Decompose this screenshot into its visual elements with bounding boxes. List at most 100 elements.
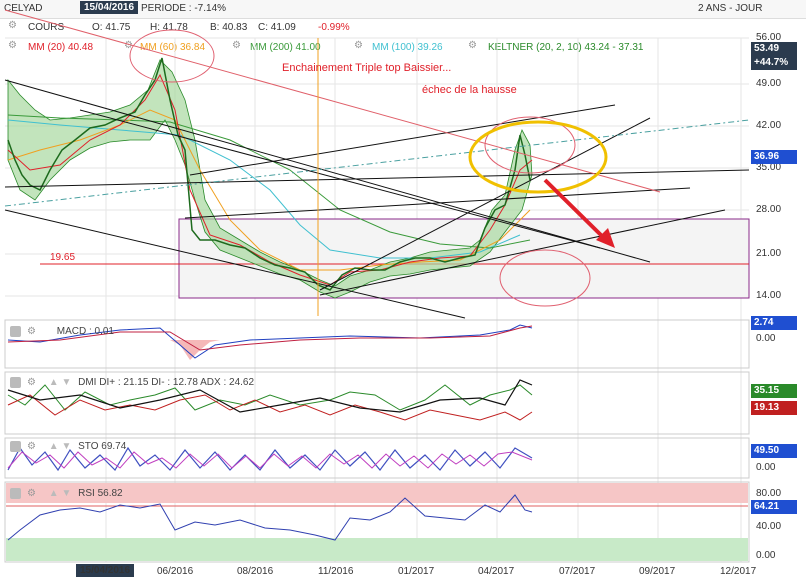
- gear-icon[interactable]: ⚙: [27, 441, 36, 453]
- yellow-ellipse: [468, 120, 608, 194]
- top-ellipse: [129, 29, 215, 83]
- y-tick: 49.00: [756, 78, 782, 89]
- up-arrow-icon[interactable]: ▲: [48, 377, 59, 389]
- current-price-tag: 36.96: [751, 150, 797, 164]
- y-tick: 21.00: [756, 248, 782, 259]
- close-value: C: 41.09: [258, 22, 296, 33]
- drag-handle-icon[interactable]: [10, 326, 21, 337]
- timeframe-label[interactable]: 2 ANS - JOUR: [698, 3, 763, 14]
- mm60-label: MM (60) 36.84: [140, 42, 206, 53]
- mm100-label: MM (100) 39.26: [372, 42, 443, 53]
- rsi-40-label: 40.00: [756, 521, 782, 532]
- y-tick: 42.00: [756, 120, 782, 131]
- dmi-plus-line: [7, 384, 533, 411]
- price-line: [7, 57, 531, 291]
- gear-icon[interactable]: ⚙: [27, 326, 36, 338]
- date-badge: 15/04/2016: [80, 1, 139, 14]
- low-value: B: 40.83: [210, 22, 248, 33]
- macd-zero-label: 0.00: [756, 333, 776, 344]
- x-tick: 12/2017: [720, 566, 757, 577]
- sto-signal: [7, 451, 533, 469]
- x-tick: 07/2017: [559, 566, 596, 577]
- gear-icon[interactable]: ⚙: [8, 40, 17, 51]
- macd-panel: [4, 319, 750, 369]
- sto-panel: [4, 437, 750, 479]
- change-value: -0.99%: [318, 22, 350, 33]
- mm200-label: MM (200) 41.00: [250, 42, 321, 53]
- dmi-minus-tag: 19.13: [751, 401, 797, 415]
- down-arrow-icon[interactable]: ▼: [61, 441, 72, 453]
- sto-tag: 49.50: [751, 444, 797, 458]
- x-tick: 09/2017: [639, 566, 676, 577]
- gear-icon[interactable]: ⚙: [232, 40, 241, 51]
- x-tick: 06/2016: [157, 566, 194, 577]
- gear-icon[interactable]: ⚙: [27, 488, 36, 500]
- resistance-line: [4, 9, 661, 193]
- chart-header: CELYAD 15/04/2016 PERIODE : -7.14% 2 ANS…: [0, 0, 806, 19]
- adx-line: [7, 379, 533, 413]
- y-tick: 28.00: [756, 204, 782, 215]
- dmi-minus-line: [7, 394, 533, 421]
- dmi-panel: [4, 371, 750, 435]
- gear-icon[interactable]: ⚙: [8, 20, 17, 31]
- gear-icon[interactable]: ⚙: [468, 40, 477, 51]
- rsi-panel: [4, 481, 750, 563]
- down-arrow-head: [596, 228, 615, 248]
- trend-lines: [4, 79, 750, 319]
- keltner-label: KELTNER (20, 2, 10) 43.24 - 37.31: [488, 42, 644, 53]
- dmi-plus-tag: 35.15: [751, 384, 797, 398]
- x-tick: 08/2016: [237, 566, 274, 577]
- dmi-header: ⚙ ▲ ▼ DMI DI+ : 21.15 DI- : 12.78 ADX : …: [10, 377, 254, 388]
- last-price-tag: 53.49: [751, 42, 797, 56]
- rsi-line: [7, 494, 533, 541]
- y-tick: 56.00: [756, 32, 782, 43]
- drag-handle-icon[interactable]: [10, 441, 21, 452]
- triple-top-annotation: Enchainement Triple top Baissier...: [282, 62, 452, 74]
- sto-line: [7, 446, 533, 472]
- x-tick: 01/2017: [398, 566, 435, 577]
- high-value: H: 41.78: [150, 22, 188, 33]
- rsi-header: ⚙ ▲ ▼ RSI 56.82: [10, 488, 123, 499]
- mm20-label: MM (20) 40.48: [28, 42, 94, 53]
- level-label: 19.65: [50, 252, 76, 263]
- sto-header: ⚙ ▲ ▼ STO 69.74: [10, 441, 126, 452]
- drag-handle-icon[interactable]: [10, 488, 21, 499]
- rsi-oversold-zone: [6, 538, 748, 561]
- bottom-ellipse: [499, 249, 591, 307]
- indicator-legend: ⚙ COURS O: 41.75 H: 41.78 B: 40.83 C: 41…: [0, 18, 806, 54]
- rsi-80-label: 80.00: [756, 488, 782, 499]
- down-arrow-icon[interactable]: ▼: [61, 488, 72, 500]
- channel-line: [4, 119, 750, 207]
- period-label: PERIODE : -7.14%: [141, 3, 227, 14]
- sto-zero-label: 0.00: [756, 462, 776, 473]
- gear-icon[interactable]: ⚙: [124, 40, 133, 51]
- macd-tag: 2.74: [751, 316, 797, 330]
- cours-label: COURS: [28, 22, 65, 33]
- rsi-tag: 64.21: [751, 500, 797, 514]
- y-tick: 35.00: [756, 162, 782, 173]
- up-arrow-icon[interactable]: ▲: [48, 441, 59, 453]
- x-tick-current: 15/04/2016: [76, 564, 135, 577]
- drag-handle-icon[interactable]: [10, 377, 21, 388]
- x-tick: 04/2017: [478, 566, 515, 577]
- down-arrow-icon[interactable]: ▼: [61, 377, 72, 389]
- gear-icon[interactable]: ⚙: [27, 377, 36, 389]
- x-tick: 11/2016: [318, 566, 354, 577]
- gear-icon[interactable]: ⚙: [354, 40, 363, 51]
- macd-signal: [7, 325, 533, 351]
- rsi-overbought-zone: [6, 483, 748, 503]
- y-tick: 14.00: [756, 290, 782, 301]
- macd-header: ⚙ MACD : 0.01: [10, 326, 114, 337]
- echec-annotation: échec de la hausse: [422, 84, 517, 96]
- open-value: O: 41.75: [92, 22, 131, 33]
- mm200-line: [7, 114, 531, 249]
- symbol-label: CELYAD: [4, 3, 43, 14]
- pct-tag: +44.7%: [751, 56, 797, 70]
- rsi-0-label: 0.00: [756, 550, 776, 561]
- right-ellipse: [484, 116, 576, 174]
- up-arrow-icon[interactable]: ▲: [48, 488, 59, 500]
- macd-line: [7, 324, 533, 359]
- macd-histogram: [170, 340, 220, 360]
- down-arrow: [543, 178, 608, 242]
